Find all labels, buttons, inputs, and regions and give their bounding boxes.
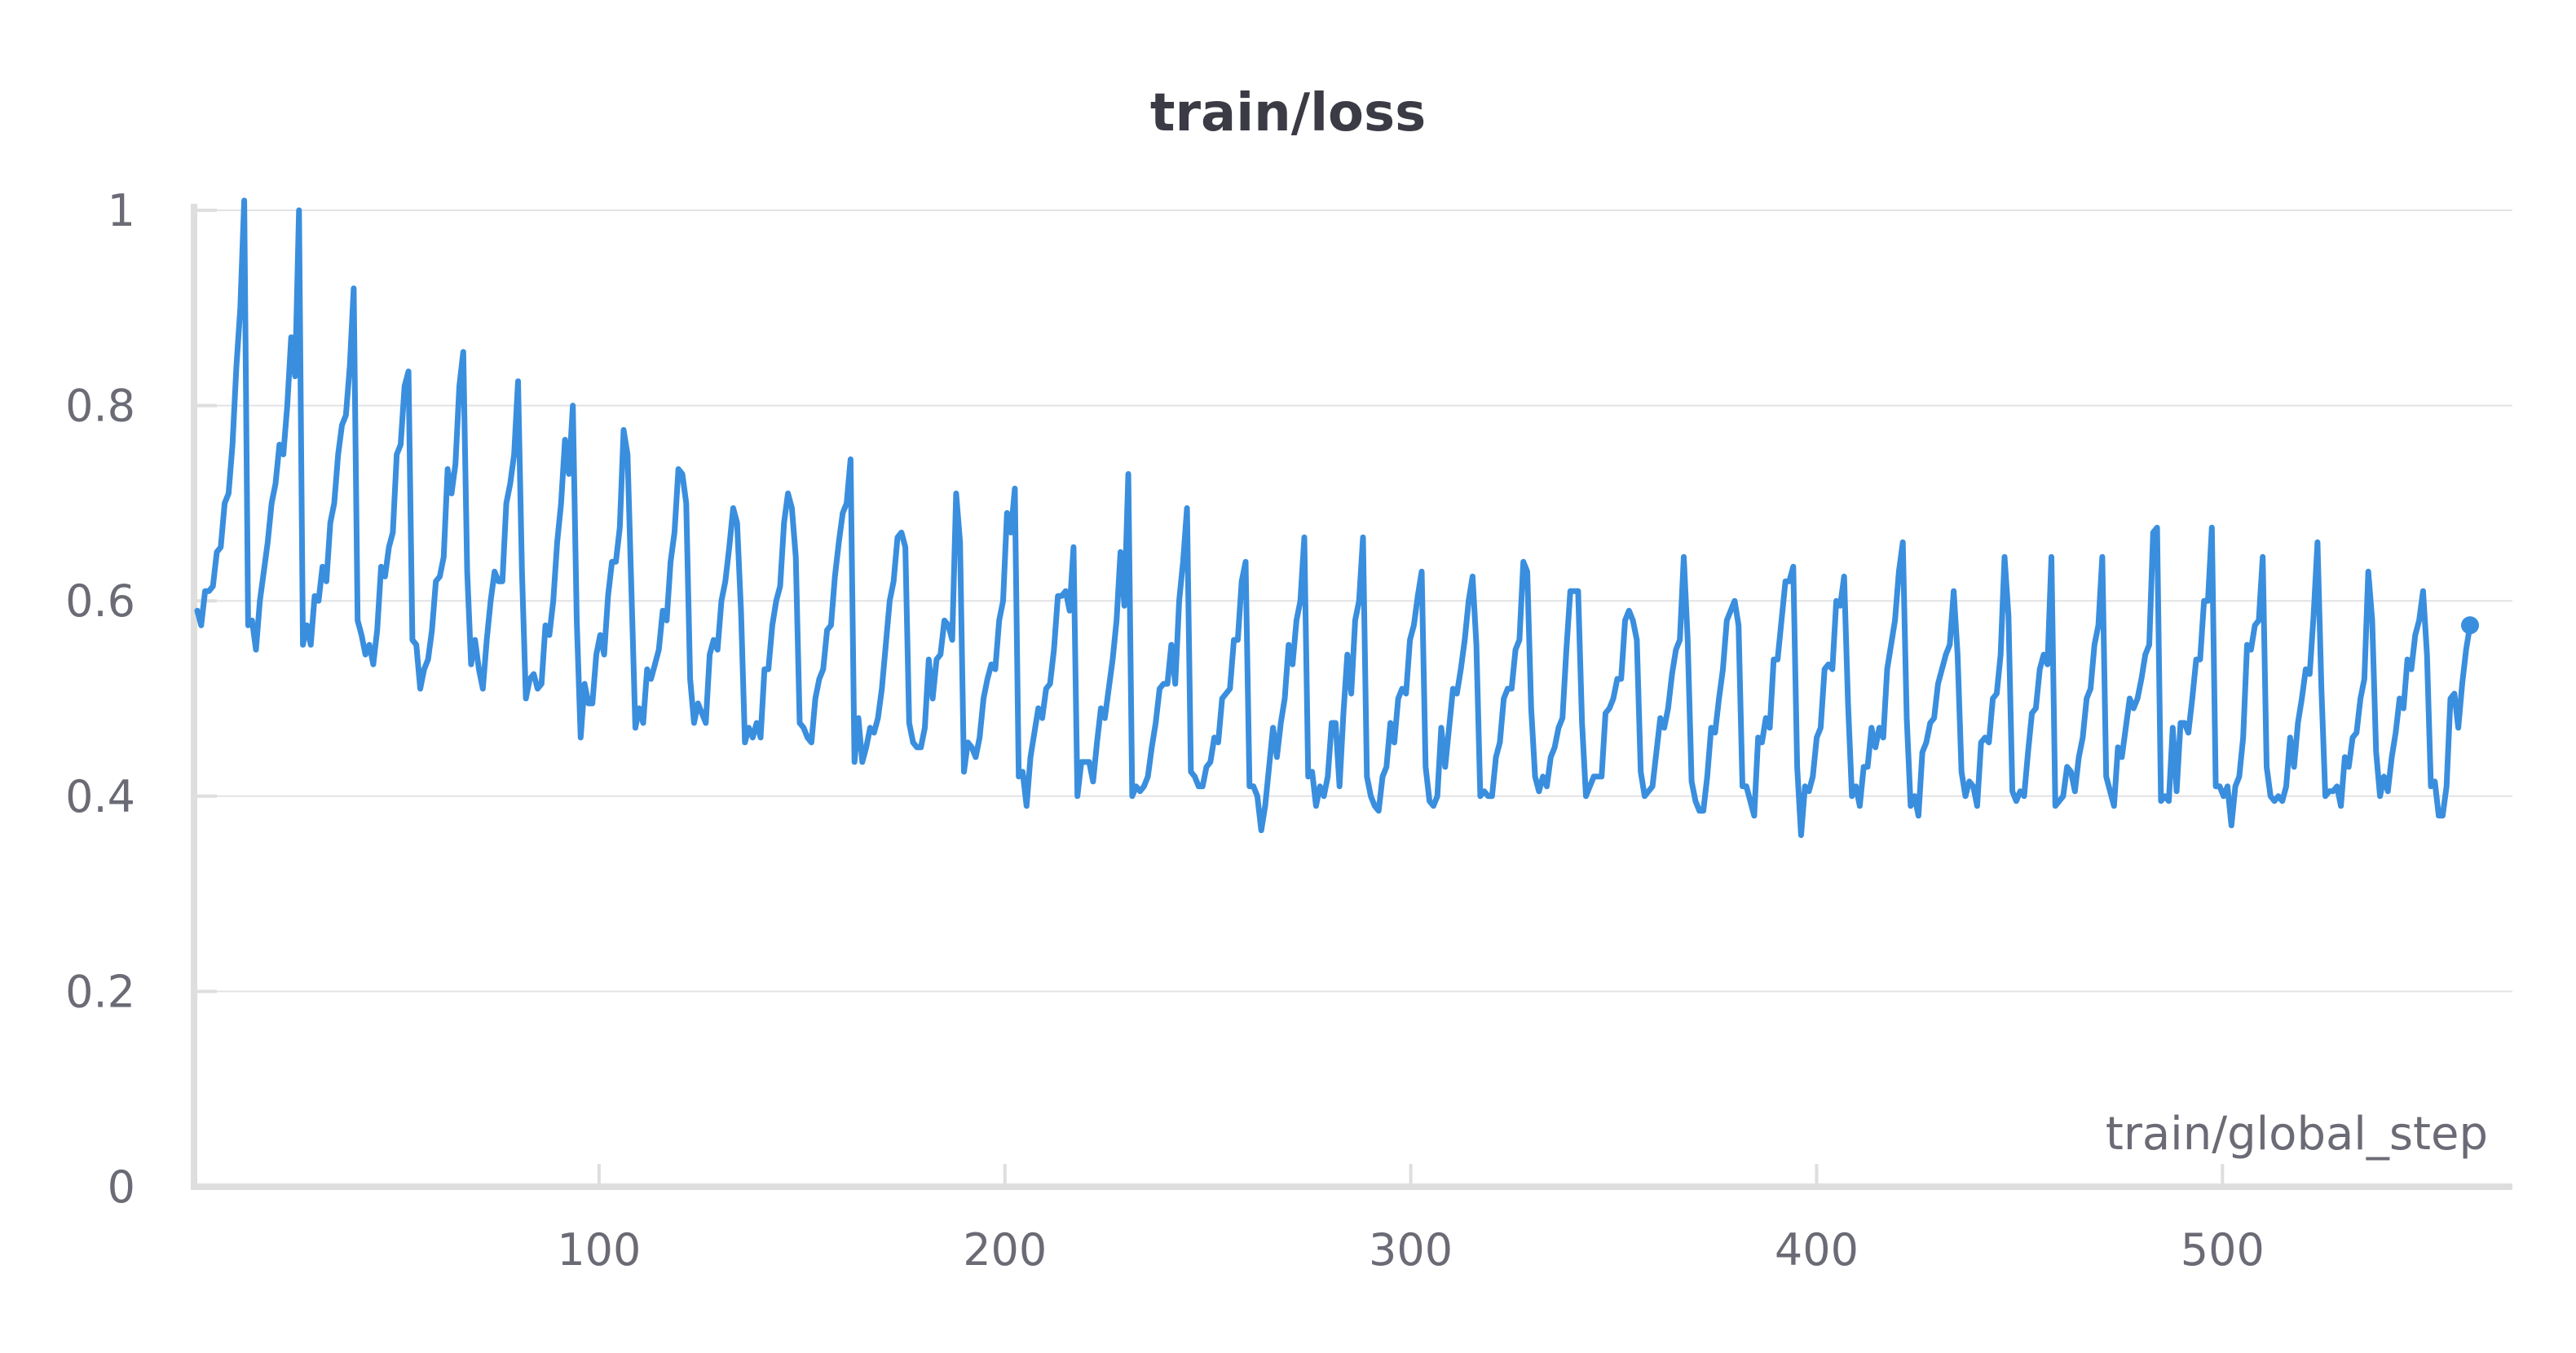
series-layer	[194, 197, 2479, 839]
x-axis-label: train/global_step	[2106, 1108, 2488, 1161]
y-tick-label: 0.6	[65, 575, 135, 627]
axes	[191, 204, 2512, 1190]
y-tick-label: 0.2	[65, 966, 135, 1017]
x-tick-label: 100	[557, 1224, 641, 1276]
x-tick-label: 300	[1369, 1224, 1453, 1276]
x-tick-label: 200	[963, 1224, 1047, 1276]
x-tick-label: 500	[2181, 1224, 2265, 1276]
grid-lines	[194, 209, 2512, 993]
series-line	[194, 197, 2473, 839]
series-end-point[interactable]	[2461, 616, 2479, 635]
x-axis-ticks: 100 200 300 400 500	[557, 1164, 2265, 1276]
chart-title: train/loss	[1150, 83, 1426, 143]
y-tick-label: 1	[108, 185, 135, 236]
x-tick-label: 400	[1775, 1224, 1859, 1276]
y-axis-ticks: 0 0.2 0.4 0.6 0.8 1	[65, 185, 217, 1213]
y-tick-label: 0.4	[65, 771, 135, 822]
y-tick-label: 0.8	[65, 381, 135, 432]
y-tick-label: 0	[108, 1161, 135, 1213]
